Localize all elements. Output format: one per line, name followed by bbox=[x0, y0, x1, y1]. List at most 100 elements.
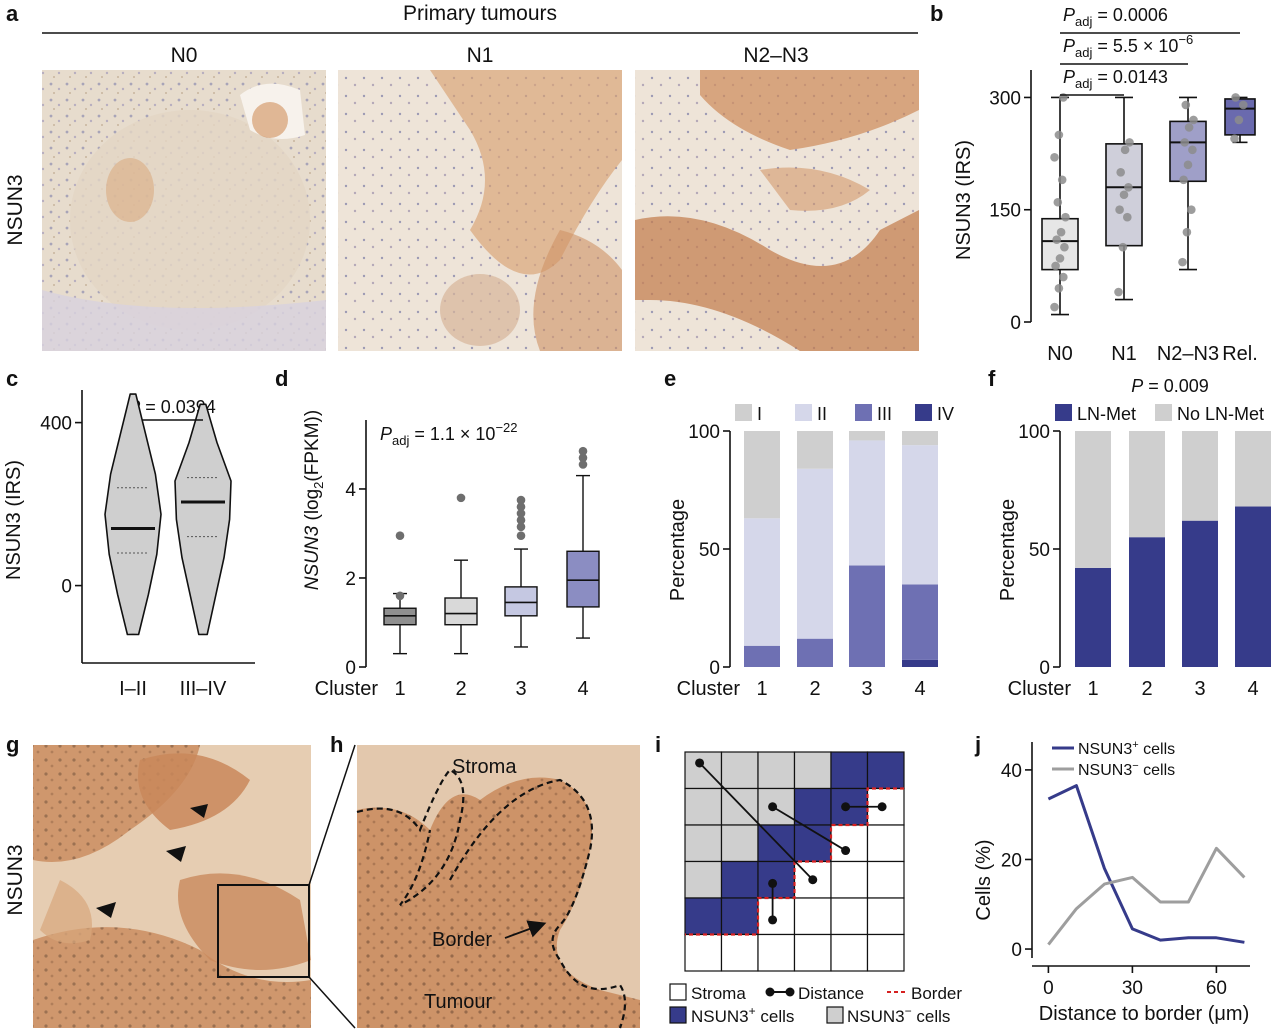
panel-b-ylabel: NSUN3 (IRS) bbox=[953, 140, 975, 260]
panel-d-outlier bbox=[516, 531, 526, 540]
legend-border: Border bbox=[887, 984, 962, 1003]
grid-cell bbox=[757, 897, 796, 936]
micrograph-n0 bbox=[42, 70, 326, 351]
panel-f-legend-swatch-ln-met bbox=[1055, 404, 1072, 421]
panel-f-legend-label-no-ln-met: No LN-Met bbox=[1177, 404, 1264, 424]
panelE-x-prefix: Cluster bbox=[677, 678, 741, 700]
micrograph-n2n3 bbox=[635, 70, 919, 351]
panel-b-point bbox=[1056, 227, 1066, 237]
panelE-xtick-label: 2 bbox=[809, 678, 820, 700]
panel-b-point bbox=[1188, 145, 1197, 155]
panel-j-ylabel: Cells (%) bbox=[973, 839, 995, 920]
panel-e-ylabel: Percentage bbox=[667, 499, 689, 601]
grid-cell bbox=[684, 824, 723, 863]
panel-b-point bbox=[1180, 138, 1189, 147]
zoom-line-bottom bbox=[308, 976, 356, 1029]
panelF-xtick-label: 1 bbox=[1087, 678, 1098, 700]
panel-d-x-prefix: Cluster bbox=[315, 678, 379, 700]
panel-e-legend-swatch-iv bbox=[915, 404, 932, 421]
panel-j-xlabel: Distance to border (μm) bbox=[1039, 1003, 1250, 1025]
panel-e-legend-swatch-i bbox=[735, 404, 752, 421]
panelF-ytick-label: 0 bbox=[1039, 658, 1050, 679]
panel-d-box-4 bbox=[566, 550, 600, 608]
panel-d-box-3 bbox=[504, 586, 538, 617]
panel-c-violin-2 bbox=[174, 403, 232, 636]
grid-cell bbox=[866, 933, 905, 972]
panelE-xtick-label: 3 bbox=[861, 678, 872, 700]
panel-b-point bbox=[1118, 242, 1128, 252]
panel-j-ytick-label: 20 bbox=[1001, 850, 1022, 871]
panel-b-point bbox=[1114, 287, 1123, 297]
panel-e-legend-label-i: I bbox=[757, 404, 762, 424]
grid-cell bbox=[830, 824, 869, 863]
panelE-xtick-label: 4 bbox=[914, 678, 925, 700]
panel-b: b NSUN3 (IRS) Padj = 0.0006 Padj = 5.5 ×… bbox=[930, 1, 1258, 365]
legend-nsun3-pos: NSUN3+ cells bbox=[669, 1004, 794, 1026]
panel-h-letter: h bbox=[330, 732, 343, 757]
grid-cell bbox=[720, 933, 759, 972]
panel-c-xtick-label: I–II bbox=[119, 678, 147, 700]
grid-cell bbox=[866, 751, 905, 790]
panelE-bar-iv bbox=[902, 659, 938, 667]
panelE-ytick-label: 50 bbox=[699, 540, 720, 561]
panel-d-ylabel: NSUN3 (log2(FPKM)) bbox=[302, 410, 326, 590]
panel-c-ytick-label: 400 bbox=[40, 414, 72, 435]
panel-i: i Stroma Distance Border NSUN3+ cells NS… bbox=[655, 732, 962, 1026]
legend-stroma: Stroma bbox=[669, 983, 746, 1003]
panel-b-point bbox=[1120, 145, 1130, 155]
panel-d: d NSUN3 (log2(FPKM)) Padj = 1.1 × 10−22 … bbox=[275, 366, 600, 700]
panel-b-point bbox=[1187, 205, 1196, 215]
panel-j-ytick-label: 40 bbox=[1001, 761, 1022, 782]
micrograph-h bbox=[357, 745, 640, 1028]
panelE-bar-iii bbox=[797, 638, 833, 667]
grid-cell bbox=[830, 933, 869, 972]
svg-text:NSUN3− cells: NSUN3− cells bbox=[847, 1004, 950, 1026]
panel-b-point bbox=[1123, 212, 1132, 222]
panel-b-point bbox=[1054, 284, 1064, 293]
grid-cell bbox=[684, 787, 723, 826]
panel-j-xtick-label: 0 bbox=[1043, 978, 1054, 999]
panel-b-point bbox=[1125, 138, 1134, 147]
micrograph-n1 bbox=[338, 70, 622, 351]
panel-b-point bbox=[1181, 100, 1191, 110]
grid-cell bbox=[793, 751, 832, 790]
panel-f-legend-swatch-no-ln-met bbox=[1155, 404, 1172, 421]
grid-cell bbox=[720, 860, 759, 899]
panel-d-ytick-label: 4 bbox=[345, 480, 356, 501]
panel-b-point bbox=[1057, 175, 1067, 185]
panel-d-outlier bbox=[456, 493, 466, 503]
distance-endpoint bbox=[768, 915, 778, 925]
panel-d-outlier bbox=[578, 460, 588, 469]
panelE-ytick-label: 100 bbox=[688, 422, 720, 443]
legend-nsun3-neg: NSUN3− cells bbox=[826, 1004, 950, 1026]
panel-e-letter: e bbox=[664, 366, 676, 391]
grid-cell bbox=[720, 824, 759, 863]
panel-d-outlier bbox=[516, 509, 526, 518]
panel-j-legend-label: NSUN3+ cells bbox=[1078, 739, 1175, 758]
svg-text:NSUN3+ cells: NSUN3+ cells bbox=[691, 1004, 794, 1026]
panel-d-pvalue: Padj = 1.1 × 10−22 bbox=[380, 420, 518, 448]
panel-d-xtick-label: 2 bbox=[455, 678, 466, 700]
panel-a-letter: a bbox=[6, 1, 19, 26]
panel-d-xtick-label: 4 bbox=[577, 678, 588, 700]
panel-j-xtick-label: 60 bbox=[1206, 978, 1227, 999]
zoom-line-top bbox=[308, 744, 356, 886]
panel-a: a Primary tumours N0 N1 N2–N3 NSUN3 bbox=[4, 1, 919, 351]
panelF-bar-ln-met bbox=[1075, 567, 1111, 667]
distance-line bbox=[698, 762, 814, 881]
panel-c-violin-1 bbox=[104, 393, 162, 636]
panel-b-point bbox=[1189, 115, 1198, 125]
grid-cell bbox=[757, 751, 796, 790]
panel-d-outlier bbox=[516, 495, 526, 505]
grid-cell bbox=[684, 860, 723, 899]
panel-e-legend-swatch-ii bbox=[795, 404, 812, 421]
distance-endpoint bbox=[695, 758, 705, 768]
panel-f: f Percentage P = 0.009 0 50 100 Cluster 1 2 3 4… bbox=[988, 366, 1271, 700]
panel-b-xtick-label: N1 bbox=[1111, 343, 1137, 365]
panelF-bar-no-ln-met bbox=[1075, 431, 1111, 568]
panel-b-point bbox=[1178, 257, 1187, 267]
panel-b-point bbox=[1231, 93, 1240, 102]
panel-d-xtick-label: 3 bbox=[515, 678, 526, 700]
panelE-ytick-label: 0 bbox=[709, 658, 720, 679]
